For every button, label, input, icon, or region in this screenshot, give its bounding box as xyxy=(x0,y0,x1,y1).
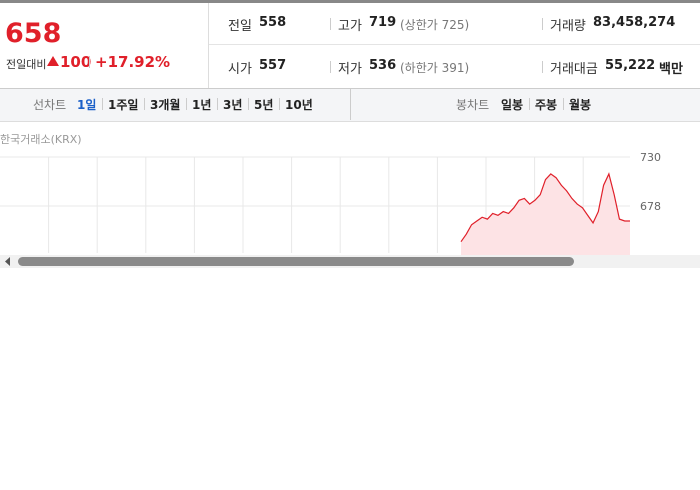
separator xyxy=(529,98,530,110)
separator xyxy=(542,18,543,30)
scroll-thumb[interactable] xyxy=(18,257,574,266)
price-line xyxy=(460,172,630,243)
y-tick-label: 730 xyxy=(640,151,661,164)
tab-group-label: 봉차트 xyxy=(456,98,490,112)
field-label: 고가 xyxy=(338,19,362,34)
area xyxy=(461,173,630,255)
divider xyxy=(209,44,700,45)
change: 100 xyxy=(60,53,92,71)
separator xyxy=(563,98,564,110)
field-label: 전일 xyxy=(228,19,252,34)
scroll-left[interactable] xyxy=(4,257,12,266)
candle-tab[interactable]: 주봉 xyxy=(535,98,558,112)
separator xyxy=(330,61,331,73)
field-value: 719 xyxy=(369,15,397,30)
period-tab[interactable]: 3개월 xyxy=(150,98,181,112)
period-tab[interactable]: 1주일 xyxy=(108,98,139,112)
source: 한국거래소(KRX) xyxy=(0,133,82,146)
field-label: 저가 xyxy=(338,62,362,77)
y-tick-label: 678 xyxy=(640,200,661,213)
field-value: 83,458,274 xyxy=(593,15,676,30)
tab-group-label: 선차트 xyxy=(33,98,67,112)
separator xyxy=(186,98,187,110)
field-value: 557 xyxy=(259,58,287,73)
period-tab[interactable]: 1일 xyxy=(77,98,97,112)
field-note: (상한가 725) xyxy=(400,18,470,32)
separator xyxy=(279,98,280,110)
separator xyxy=(144,98,145,110)
period-tab[interactable]: 5년 xyxy=(254,98,274,112)
up-icon xyxy=(47,56,59,66)
divider xyxy=(350,89,351,120)
separator xyxy=(542,61,543,73)
separator xyxy=(102,98,103,110)
separator xyxy=(217,98,218,110)
change-label: 전일대비 xyxy=(6,58,47,71)
top-border xyxy=(0,0,700,3)
field-label: 시가 xyxy=(228,62,252,77)
field-note: (하한가 391) xyxy=(400,61,470,75)
divider xyxy=(208,3,209,89)
separator xyxy=(330,18,331,30)
period-tab[interactable]: 3년 xyxy=(223,98,243,112)
field-value: 536 xyxy=(369,58,397,73)
chart: 730 678 xyxy=(0,151,661,255)
field-label: 거래대금 xyxy=(550,62,598,77)
current-price: 658 xyxy=(5,18,62,49)
change-rate: +17.92% xyxy=(95,53,171,71)
field-value: 558 xyxy=(259,15,287,30)
field-value: 55,222 xyxy=(605,58,656,73)
field-label: 거래량 xyxy=(550,19,586,34)
candle-tab[interactable]: 월봉 xyxy=(569,98,592,112)
separator xyxy=(248,98,249,110)
period-tab[interactable]: 1년 xyxy=(192,98,212,112)
field-unit: 백만 xyxy=(659,62,683,77)
period-tab[interactable]: 10년 xyxy=(285,98,313,112)
candle-tab[interactable]: 일봉 xyxy=(501,98,524,112)
